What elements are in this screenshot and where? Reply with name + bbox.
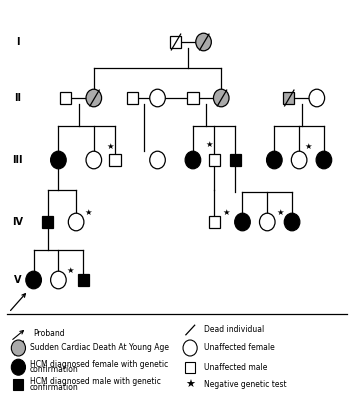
FancyBboxPatch shape [209,154,220,166]
Circle shape [259,213,275,231]
Circle shape [196,33,211,51]
Circle shape [68,213,84,231]
Circle shape [86,151,102,169]
Circle shape [150,151,165,169]
FancyBboxPatch shape [209,216,220,228]
Text: ★: ★ [85,208,92,216]
Circle shape [316,151,332,169]
Circle shape [11,340,25,356]
Circle shape [267,151,282,169]
Circle shape [51,271,66,289]
Text: ★: ★ [304,142,312,150]
FancyBboxPatch shape [60,92,71,104]
Text: ★: ★ [276,208,284,216]
Circle shape [150,89,165,107]
Circle shape [26,271,41,289]
Circle shape [183,340,197,356]
Text: Negative genetic test: Negative genetic test [204,380,286,389]
Text: confirmation: confirmation [30,366,79,374]
FancyBboxPatch shape [283,92,294,104]
Text: HCM diagnosed female with genetic: HCM diagnosed female with genetic [30,360,169,369]
FancyBboxPatch shape [13,379,23,390]
Circle shape [309,89,325,107]
Text: Proband: Proband [34,330,65,338]
Text: Dead individual: Dead individual [204,326,264,334]
FancyBboxPatch shape [170,36,181,48]
Circle shape [213,89,229,107]
Circle shape [86,89,102,107]
Text: Unaffected female: Unaffected female [204,344,274,352]
FancyBboxPatch shape [42,216,53,228]
Circle shape [185,151,201,169]
FancyBboxPatch shape [78,274,89,286]
Text: confirmation: confirmation [30,383,79,392]
Text: ★: ★ [106,142,114,150]
Text: ★: ★ [205,140,213,148]
Text: HCM diagnosed male with genetic: HCM diagnosed male with genetic [30,378,161,386]
FancyBboxPatch shape [185,362,195,373]
FancyBboxPatch shape [187,92,199,104]
Text: I: I [16,37,19,47]
Text: Unaffected male: Unaffected male [204,363,267,372]
FancyBboxPatch shape [109,154,121,166]
Text: ★: ★ [222,208,230,216]
Text: ★: ★ [185,380,195,390]
Circle shape [284,213,300,231]
Text: V: V [14,275,22,285]
Circle shape [291,151,307,169]
FancyBboxPatch shape [127,92,138,104]
Text: III: III [12,155,23,165]
Circle shape [51,151,66,169]
Text: Sudden Cardiac Death At Young Age: Sudden Cardiac Death At Young Age [30,344,169,352]
Text: II: II [14,93,21,103]
Circle shape [11,359,25,375]
Text: ★: ★ [66,266,74,274]
FancyBboxPatch shape [230,154,241,166]
Circle shape [235,213,250,231]
Text: IV: IV [12,217,23,227]
